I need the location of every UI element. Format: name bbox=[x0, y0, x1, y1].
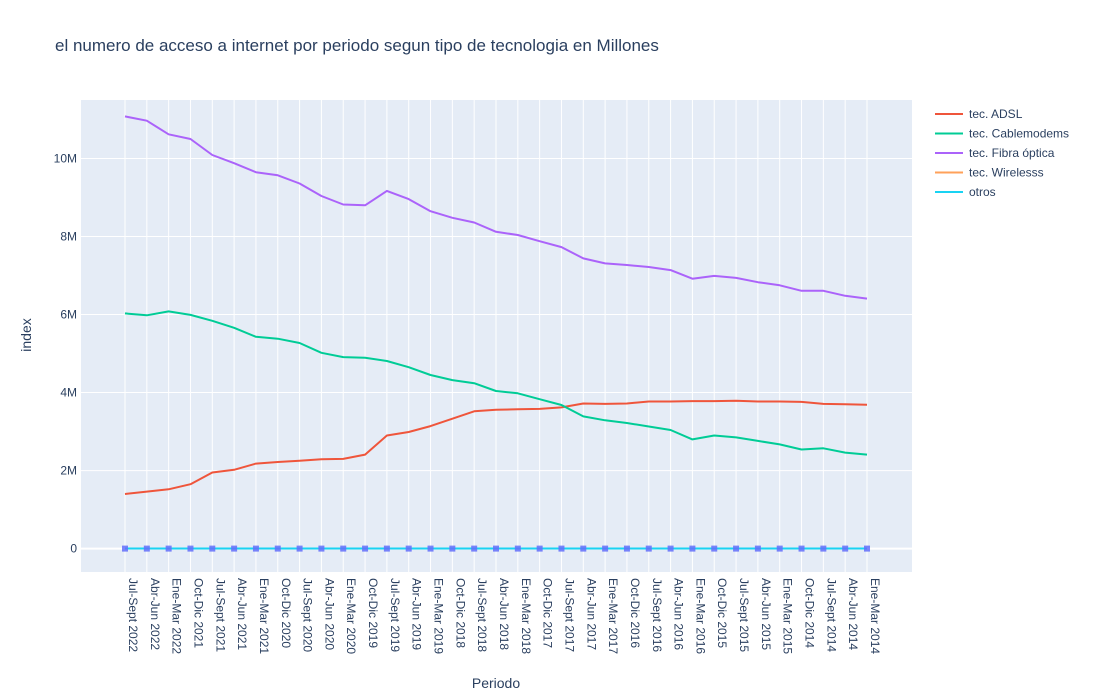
zero-marker bbox=[252, 545, 259, 552]
x-tick-label: Jul-Sept 2017 bbox=[562, 578, 576, 652]
zero-marker bbox=[580, 545, 587, 552]
y-tick-label: 4M bbox=[60, 386, 77, 400]
x-tick-label: Ene-Mar 2020 bbox=[344, 578, 358, 654]
x-tick-label: Abr-Jun 2019 bbox=[410, 578, 424, 650]
zero-line-markers bbox=[122, 545, 870, 552]
x-tick-label: Ene-Mar 2018 bbox=[519, 578, 533, 654]
zero-marker bbox=[122, 545, 128, 552]
x-tick-label: Oct-Dic 2017 bbox=[541, 578, 555, 648]
x-tick-label: Jul-Sept 2021 bbox=[213, 578, 227, 652]
x-tick-label: Oct-Dic 2015 bbox=[715, 578, 729, 648]
series-line-tec-fibra-optica bbox=[124, 115, 868, 300]
legend-item[interactable]: tec. Cablemodems bbox=[935, 127, 1069, 141]
zero-marker bbox=[558, 545, 565, 552]
zero-marker bbox=[798, 545, 805, 552]
legend-item[interactable]: tec. ADSL bbox=[935, 107, 1023, 121]
y-axis-ticks: 0 2M 4M 6M 8M 10M bbox=[54, 152, 78, 556]
zero-marker bbox=[754, 545, 761, 552]
legend[interactable]: tec. ADSL tec. Cablemodems tec. Fibra ópti… bbox=[935, 107, 1069, 199]
zero-marker bbox=[645, 545, 652, 552]
x-tick-label: Abr-Jun 2018 bbox=[497, 578, 511, 650]
x-tick-label: Jul-Sept 2015 bbox=[737, 578, 751, 652]
zero-marker bbox=[405, 545, 412, 552]
x-tick-label: Oct-Dic 2016 bbox=[628, 578, 642, 648]
series-line-tec-adsl bbox=[124, 399, 868, 495]
x-tick-label: Jul-Sept 2014 bbox=[824, 578, 838, 652]
x-tick-label: Jul-Sept 2020 bbox=[301, 578, 315, 652]
zero-marker bbox=[187, 545, 194, 552]
x-tick-label: Ene-Mar 2017 bbox=[606, 578, 620, 654]
zero-marker bbox=[383, 545, 390, 552]
zero-marker bbox=[711, 545, 718, 552]
zero-marker bbox=[362, 545, 369, 552]
x-tick-label: Oct-Dic 2014 bbox=[803, 578, 817, 648]
zero-marker bbox=[820, 545, 827, 552]
legend-label: tec. Cablemodems bbox=[969, 127, 1069, 141]
x-tick-label: Oct-Dic 2021 bbox=[191, 578, 205, 648]
zero-marker bbox=[602, 545, 609, 552]
y-tick-label: 2M bbox=[60, 464, 77, 478]
legend-item[interactable]: tec. Fibra óptica bbox=[935, 146, 1055, 160]
x-tick-label: Abr-Jun 2020 bbox=[322, 578, 336, 650]
zero-marker bbox=[318, 545, 325, 552]
y-tick-label: 8M bbox=[60, 230, 77, 244]
x-tick-label: Ene-Mar 2021 bbox=[257, 578, 271, 654]
x-tick-label: Jul-Sept 2019 bbox=[388, 578, 402, 652]
y-tick-label: 6M bbox=[60, 308, 77, 322]
x-tick-label: Abr-Jun 2021 bbox=[235, 578, 249, 650]
legend-label: otros bbox=[969, 185, 996, 199]
zero-marker bbox=[274, 545, 281, 552]
x-tick-label: Jul-Sept 2022 bbox=[126, 578, 140, 652]
x-tick-label: Abr-Jun 2014 bbox=[846, 578, 860, 650]
x-tick-label: Abr-Jun 2022 bbox=[148, 578, 162, 650]
legend-item[interactable]: tec. Wirelesss bbox=[935, 166, 1044, 180]
x-tick-label: Jul-Sept 2016 bbox=[650, 578, 664, 652]
zero-marker bbox=[209, 545, 216, 552]
zero-marker bbox=[427, 545, 434, 552]
x-tick-label: Abr-Jun 2016 bbox=[672, 578, 686, 650]
x-tick-label: Ene-Mar 2019 bbox=[432, 578, 446, 654]
legend-label: tec. Wirelesss bbox=[969, 166, 1044, 180]
x-tick-label: Abr-Jun 2015 bbox=[759, 578, 773, 650]
x-tick-label: Ene-Mar 2022 bbox=[170, 578, 184, 654]
zero-marker bbox=[165, 545, 172, 552]
zero-marker bbox=[340, 545, 347, 552]
zero-marker bbox=[667, 545, 674, 552]
y-axis-label: index bbox=[18, 318, 34, 351]
zero-marker bbox=[471, 545, 478, 552]
x-tick-label: Jul-Sept 2018 bbox=[475, 578, 489, 652]
x-tick-label: Oct-Dic 2020 bbox=[279, 578, 293, 648]
x-tick-label: Abr-Jun 2017 bbox=[584, 578, 598, 650]
legend-label: tec. ADSL bbox=[969, 107, 1023, 121]
zero-marker bbox=[689, 545, 696, 552]
x-tick-label: Ene-Mar 2014 bbox=[868, 578, 882, 654]
zero-marker bbox=[623, 545, 630, 552]
x-axis-label: Periodo bbox=[472, 675, 520, 691]
x-tick-label: Oct-Dic 2019 bbox=[366, 578, 380, 648]
zero-marker bbox=[536, 545, 543, 552]
y-tick-label: 0 bbox=[70, 542, 77, 556]
series-line-tec-cablemodems bbox=[124, 310, 868, 456]
x-axis-ticks: Jul-Sept 2022 Abr-Jun 2022 Ene-Mar 2022 Oct… bbox=[126, 578, 882, 654]
zero-marker bbox=[514, 545, 521, 552]
chart-title: el numero de acceso a internet por perio… bbox=[55, 36, 659, 55]
zero-marker bbox=[231, 545, 238, 552]
x-tick-label: Ene-Mar 2016 bbox=[693, 578, 707, 654]
zero-marker bbox=[296, 545, 303, 552]
zero-marker bbox=[733, 545, 740, 552]
zero-marker bbox=[864, 545, 870, 552]
zero-marker bbox=[842, 545, 849, 552]
y-tick-label: 10M bbox=[54, 152, 77, 166]
x-tick-label: Ene-Mar 2015 bbox=[781, 578, 795, 654]
x-tick-label: Oct-Dic 2018 bbox=[453, 578, 467, 648]
legend-item[interactable]: otros bbox=[935, 185, 996, 199]
legend-label: tec. Fibra óptica bbox=[969, 146, 1055, 160]
zero-marker bbox=[493, 545, 499, 552]
zero-marker bbox=[143, 545, 150, 552]
zero-marker bbox=[449, 545, 456, 552]
zero-marker bbox=[776, 545, 783, 552]
